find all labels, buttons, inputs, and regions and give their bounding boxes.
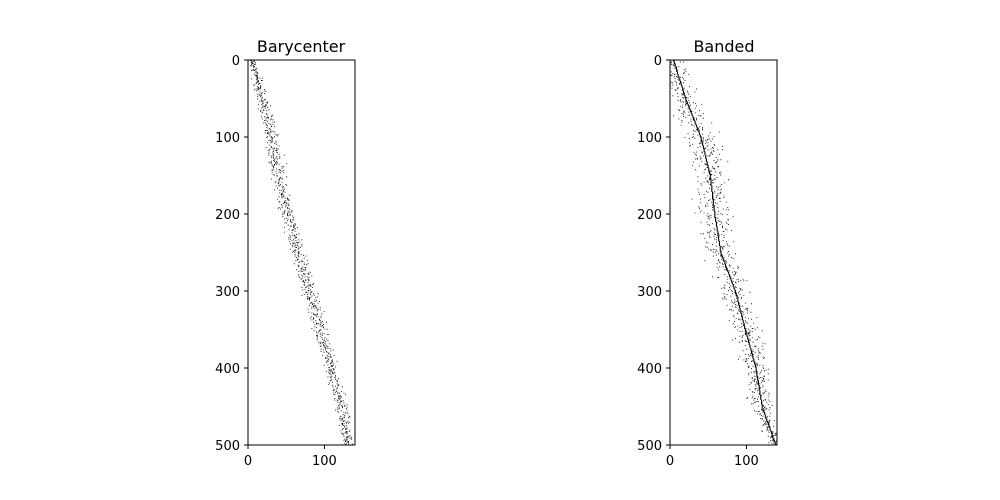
chart-banded: Banded 0 100 0 100 200 300 400 500 [637, 37, 778, 469]
y-tick-label: 500 [215, 439, 240, 454]
chart-title: Barycenter [257, 37, 346, 56]
y-axis: 0 100 200 300 400 500 [637, 54, 670, 454]
x-tick-label: 100 [312, 454, 337, 469]
x-tick-label: 0 [244, 454, 252, 469]
y-tick-label: 100 [637, 131, 662, 146]
chart-title: Banded [693, 37, 754, 56]
y-tick-label: 300 [637, 285, 662, 300]
y-tick-label: 500 [637, 439, 662, 454]
chart-barycenter: Barycenter 0 100 0 100 200 300 400 500 [215, 37, 356, 469]
y-tick-label: 400 [637, 362, 662, 377]
y-tick-label: 0 [654, 54, 662, 69]
x-tick-label: 0 [666, 454, 674, 469]
spy-marks [670, 60, 778, 446]
y-tick-label: 200 [637, 208, 662, 223]
plot-frame [247, 59, 356, 446]
nonzero-entries [670, 60, 778, 446]
y-tick-label: 200 [215, 208, 240, 223]
x-axis: 0 100 [244, 445, 337, 469]
y-tick-label: 300 [215, 285, 240, 300]
y-tick-label: 400 [215, 362, 240, 377]
x-tick-label: 100 [734, 454, 759, 469]
plot-frame [669, 59, 778, 446]
nonzero-entries [250, 60, 353, 446]
spy-marks [250, 60, 353, 446]
y-tick-label: 0 [232, 54, 240, 69]
x-axis: 0 100 [666, 445, 759, 469]
y-axis: 0 100 200 300 400 500 [215, 54, 248, 454]
y-tick-label: 100 [215, 131, 240, 146]
